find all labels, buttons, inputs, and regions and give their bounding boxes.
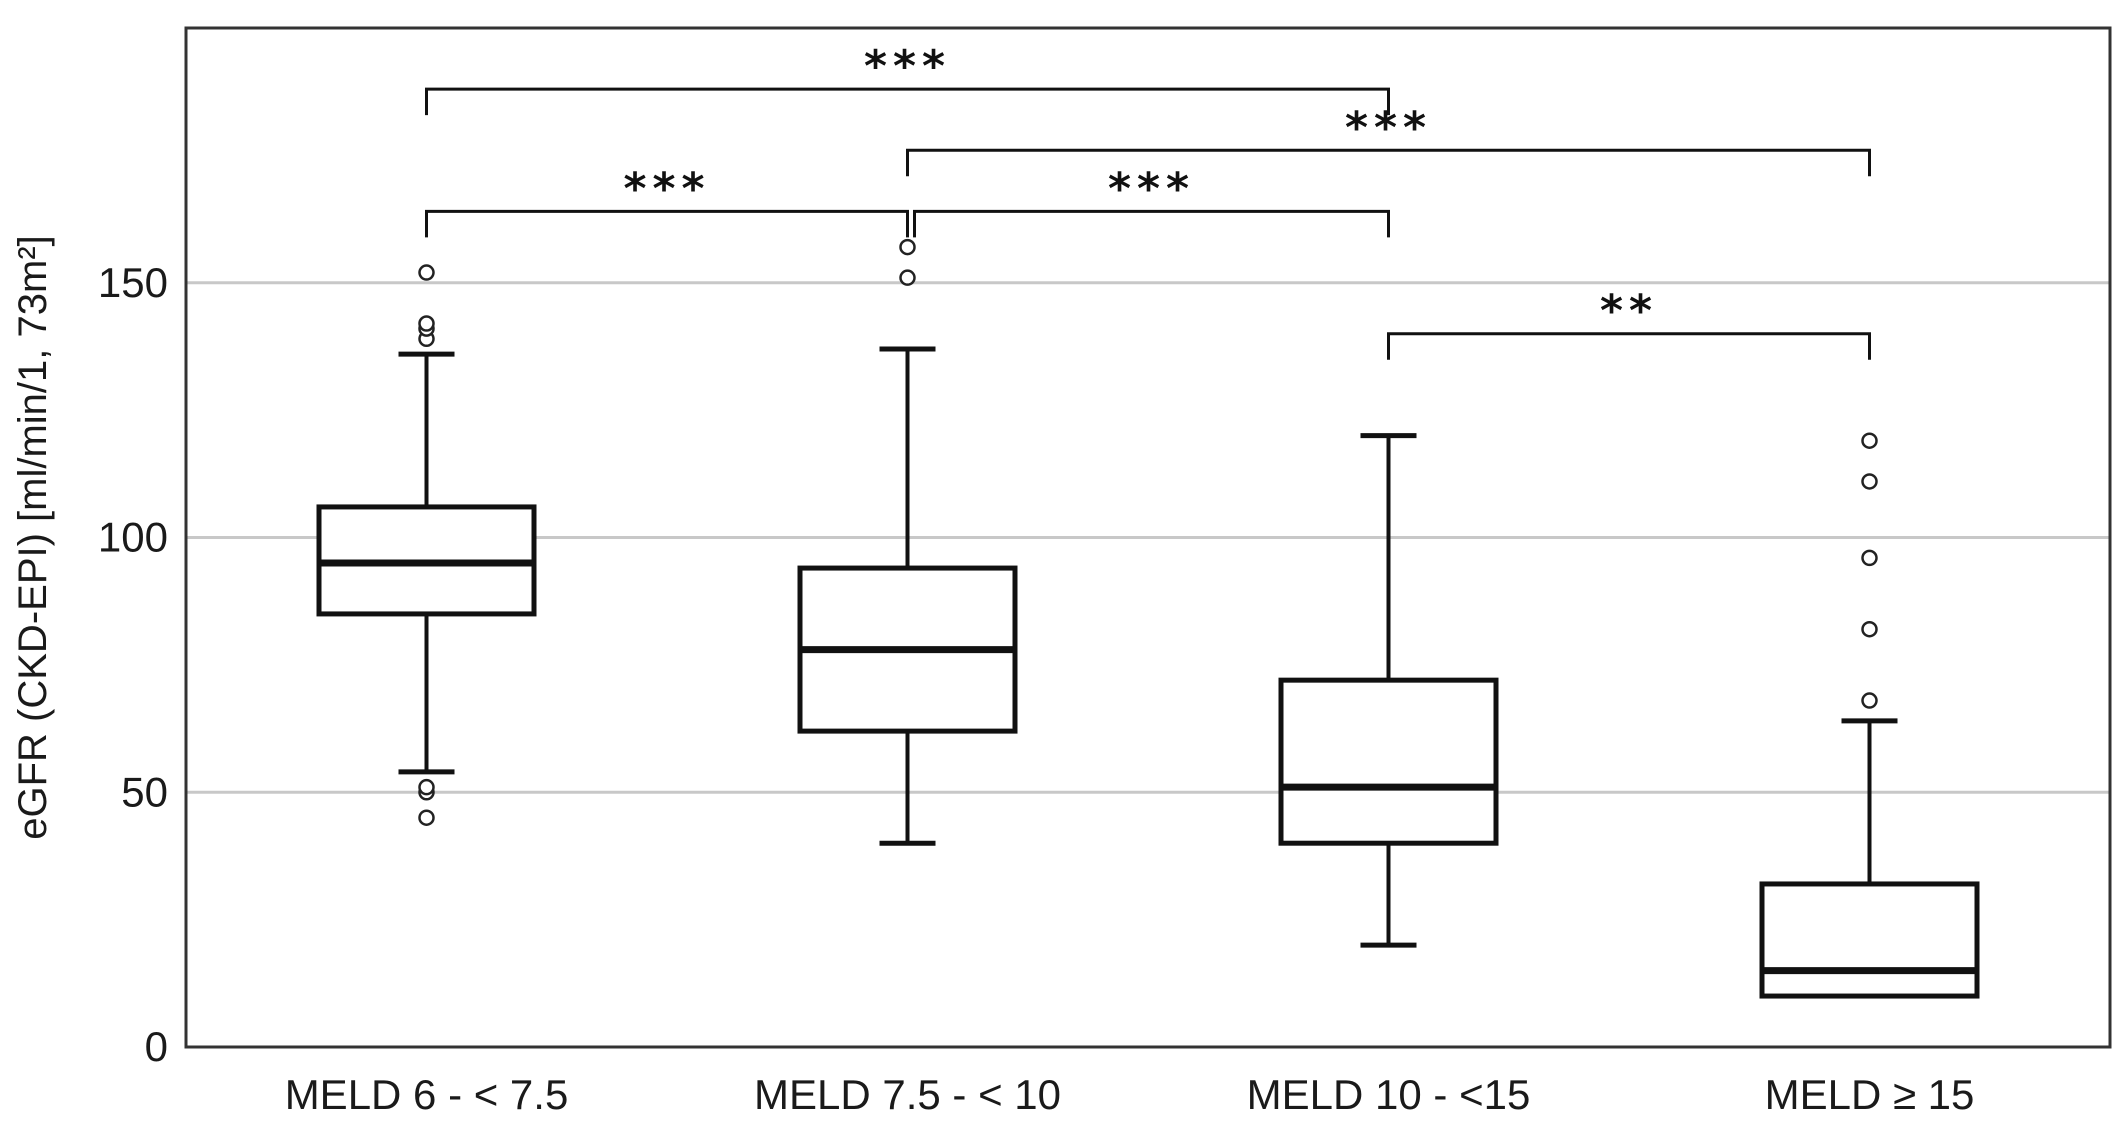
significance-bracket: **	[1387, 286, 1871, 360]
y-tick-label: 50	[121, 768, 168, 815]
box-group	[316, 264, 537, 826]
x-tick-label: MELD 10 - <15	[1247, 1071, 1531, 1118]
bracket-line	[425, 87, 1390, 116]
y-axis-title: eGFR (CKD-EPI) [ml/min/1, 73m²]	[11, 235, 55, 840]
outlier-point	[1861, 620, 1878, 638]
x-tick-label: MELD ≥ 15	[1765, 1071, 1975, 1118]
x-axis-ticks: MELD 6 - < 7.5 MELD 7.5 - < 10 MELD 10 - <…	[285, 1071, 1975, 1118]
bracket-line	[1387, 332, 1871, 360]
bracket-line	[913, 209, 1390, 238]
outlier-point	[418, 315, 435, 332]
outlier-point	[418, 809, 435, 826]
significance-label: ***	[864, 41, 951, 92]
y-tick-label: 100	[98, 514, 168, 561]
outlier-point	[899, 269, 916, 286]
box-group	[1278, 433, 1499, 948]
outlier-point	[418, 264, 435, 281]
bracket-line	[425, 209, 909, 238]
box-group	[797, 238, 1018, 846]
outlier-point	[418, 778, 435, 796]
outlier-point	[1861, 432, 1878, 449]
outlier-point	[899, 238, 916, 256]
plot-frame	[184, 26, 2112, 1049]
outlier-point	[1861, 473, 1878, 490]
significance-bracket: ***	[913, 163, 1390, 238]
significance-bracket: ***	[425, 41, 1390, 116]
significance-label: ***	[623, 163, 710, 214]
iqr-box	[1278, 677, 1499, 846]
significance-bracket: ***	[906, 102, 1871, 177]
x-tick-label: MELD 6 - < 7.5	[285, 1071, 569, 1118]
outlier-point	[1861, 692, 1878, 709]
y-tick-label: 150	[98, 259, 168, 306]
significance-label: **	[1600, 286, 1658, 337]
significance-bracket: ***	[425, 163, 909, 238]
y-axis-ticks: 0 50 100 150	[98, 259, 168, 1070]
significance-brackets: ********* *****	[425, 41, 1871, 360]
iqr-box	[1759, 881, 1980, 999]
y-tick-label: 0	[145, 1023, 168, 1070]
x-tick-label: MELD 7.5 - < 10	[754, 1071, 1061, 1118]
outlier-point	[1861, 549, 1878, 567]
significance-label: ***	[1108, 163, 1195, 214]
significance-label: ***	[1345, 102, 1432, 153]
bracket-line	[906, 148, 1871, 177]
box-series	[316, 238, 1980, 999]
box-group	[1759, 432, 1980, 999]
